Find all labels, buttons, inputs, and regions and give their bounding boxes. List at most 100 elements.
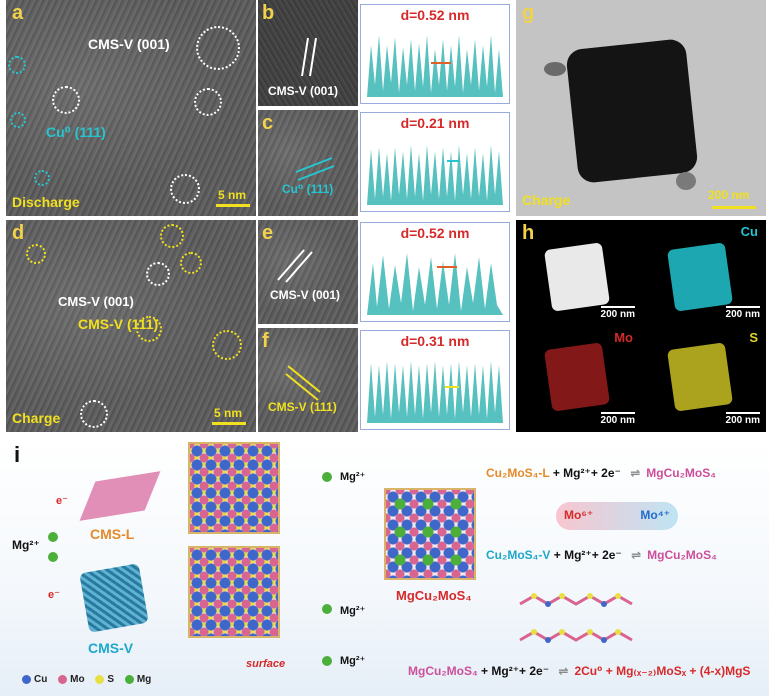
eq1-left: Cu₂MoS₄-L xyxy=(486,466,550,480)
equation-1: Cu₂MoS₄-L + Mg²⁺+ 2e⁻ ⇌ MgCu₂MoS₄ xyxy=(486,466,716,480)
debris-small xyxy=(676,172,696,190)
eds-map-s: S 200 nm xyxy=(641,326,766,432)
atom-legend: Cu Mo S Mg xyxy=(14,674,151,685)
eds-scale-label: 200 nm xyxy=(726,412,760,426)
scale-bar-d xyxy=(212,422,246,425)
panel-h-letter: h xyxy=(522,222,535,244)
panel-i-letter: i xyxy=(14,442,21,467)
legend-mg: Mg xyxy=(136,674,152,685)
lattice-circle xyxy=(196,26,240,70)
d-spacing-c: d=0.21 nm xyxy=(400,115,470,131)
eds-element-label: S xyxy=(749,330,758,345)
lattice-circle xyxy=(212,330,242,360)
equation-2: Cu₂MoS₄-V + Mg²⁺+ 2e⁻ ⇌ MgCu₂MoS₄ xyxy=(486,548,717,562)
panel-a-hrtem-discharge: a CMS-V (001) Cu⁰ (111) Discharge 5 nm xyxy=(6,0,256,216)
particle xyxy=(565,38,699,184)
legend-dot-mo xyxy=(58,674,68,684)
profile-c: d=0.21 nm xyxy=(360,112,510,212)
lattice-circle xyxy=(170,174,200,204)
label-e: CMS-V (001) xyxy=(270,288,341,302)
panel-g-letter: g xyxy=(522,2,535,24)
panel-d-letter: d xyxy=(12,222,25,244)
haadf-particle xyxy=(543,242,611,312)
legend-dot-cu xyxy=(22,674,31,684)
cms-v-label: CMS-V xyxy=(88,640,134,656)
label-f: CMS-V (111) xyxy=(268,400,337,414)
electron-label-v: e⁻ xyxy=(48,589,60,601)
mg-ion-label-bottom: Mg²⁺ xyxy=(340,655,366,667)
crystal-cms-l xyxy=(188,442,280,534)
eds-element-label: Mo xyxy=(614,330,633,345)
lattice-lines-f xyxy=(285,365,321,401)
product-label: MgCu₂MoS₄ xyxy=(396,588,472,603)
panel-e-letter: e xyxy=(262,222,274,244)
panel-i-schematic: i CMS-L CMS-V Mg²⁺ e⁻ e⁻ MgCu₂MoS₄ Mg²⁺ … xyxy=(0,436,769,696)
state-charge-g: Charge xyxy=(522,192,571,208)
redox-bubble: Mo⁶⁺ Mo⁴⁺ xyxy=(556,502,678,530)
mg-ion-dot xyxy=(322,472,332,482)
legend-s: S xyxy=(107,674,115,685)
eds-element-label: Cu xyxy=(740,224,758,239)
eds-scale-label: 200 nm xyxy=(601,412,635,426)
lattice-lines-b xyxy=(301,37,317,77)
lattice-circle xyxy=(160,224,184,248)
d-spacing-f: d=0.31 nm xyxy=(400,333,470,349)
panel-g-tem-charge: g Charge 200 nm xyxy=(516,0,766,216)
eq3-left: MgCu₂MoS₄ xyxy=(408,664,478,678)
profile-e: d=0.52 nm xyxy=(360,222,510,322)
profile-b: d=0.52 nm xyxy=(360,4,510,104)
debris-small xyxy=(544,62,566,76)
mo4-label: Mo⁴⁺ xyxy=(640,508,670,522)
eq3-right: 2Cu⁰ + Mg₍ₓ₋₂₎MoSₓ + (4-x)MgS xyxy=(574,664,751,678)
eq2-arrow: ⇌ xyxy=(631,548,642,562)
legend-dot-s xyxy=(95,674,105,684)
panel-b-letter: b xyxy=(262,2,275,24)
lattice-circle xyxy=(136,316,162,342)
scale-label-a: 5 nm xyxy=(218,188,247,202)
crystal-cms-v xyxy=(188,546,280,638)
electron-label-l: e⁻ xyxy=(56,495,68,507)
legend-mo: Mo xyxy=(70,674,85,685)
surface-label: surface xyxy=(246,658,286,670)
panel-c-letter: c xyxy=(262,112,274,134)
cu-circle xyxy=(8,56,26,74)
lattice-lines-c xyxy=(295,157,335,181)
label-cu-111: Cu⁰ (111) xyxy=(46,124,106,140)
panel-f-hrtem: f CMS-V (111) xyxy=(258,328,358,432)
label-c: Cu⁰ (111) xyxy=(282,182,334,196)
cu-circle xyxy=(34,170,50,186)
eds-map-mo: Mo 200 nm xyxy=(516,326,641,432)
mo-particle xyxy=(543,342,611,412)
eds-map-haadf: 200 nm xyxy=(516,220,641,326)
panel-b-hrtem: b CMS-V (001) xyxy=(258,0,358,106)
panel-e-hrtem: e CMS-V (001) xyxy=(258,220,358,324)
crystal-mgcu2mos4 xyxy=(384,488,476,580)
scale-bar-g xyxy=(712,206,756,209)
label-cms-v-001-d: CMS-V (001) xyxy=(58,294,134,309)
mg-ion-dot xyxy=(48,552,58,562)
legend-dot-mg xyxy=(124,674,134,684)
panel-c-hrtem: c Cu⁰ (111) xyxy=(258,110,358,216)
cu-circle xyxy=(10,112,26,128)
lattice-lines-e xyxy=(277,249,313,283)
mg-ion-dot xyxy=(322,604,332,614)
scale-bar-a xyxy=(216,204,250,207)
legend-cu: Cu xyxy=(34,674,48,685)
panel-a-letter: a xyxy=(12,2,24,24)
cms-l-label: CMS-L xyxy=(90,526,135,542)
lattice-circle xyxy=(180,252,202,274)
equation-3: MgCu₂MoS₄ + Mg²⁺+ 2e⁻ ⇌ 2Cu⁰ + Mg₍ₓ₋₂₎MoS… xyxy=(408,664,750,678)
mo6-label: Mo⁶⁺ xyxy=(564,508,594,522)
panel-f-letter: f xyxy=(262,330,269,352)
lattice-circle xyxy=(194,88,222,116)
mg-ion-label-mid: Mg²⁺ xyxy=(340,605,366,617)
lattice-circle xyxy=(26,244,46,264)
chain-illustration xyxy=(519,593,633,643)
lattice-circle xyxy=(80,400,108,428)
eq2-left: Cu₂MoS₄-V xyxy=(486,548,551,562)
mg-ion-dot xyxy=(322,656,332,666)
scale-label-d: 5 nm xyxy=(214,406,243,420)
mg-ion-dot xyxy=(48,532,58,542)
mg-ion-label: Mg²⁺ xyxy=(12,538,40,552)
panel-d-hrtem-charge: d CMS-V (001) CMS-V (111) Charge 5 nm xyxy=(6,220,256,432)
